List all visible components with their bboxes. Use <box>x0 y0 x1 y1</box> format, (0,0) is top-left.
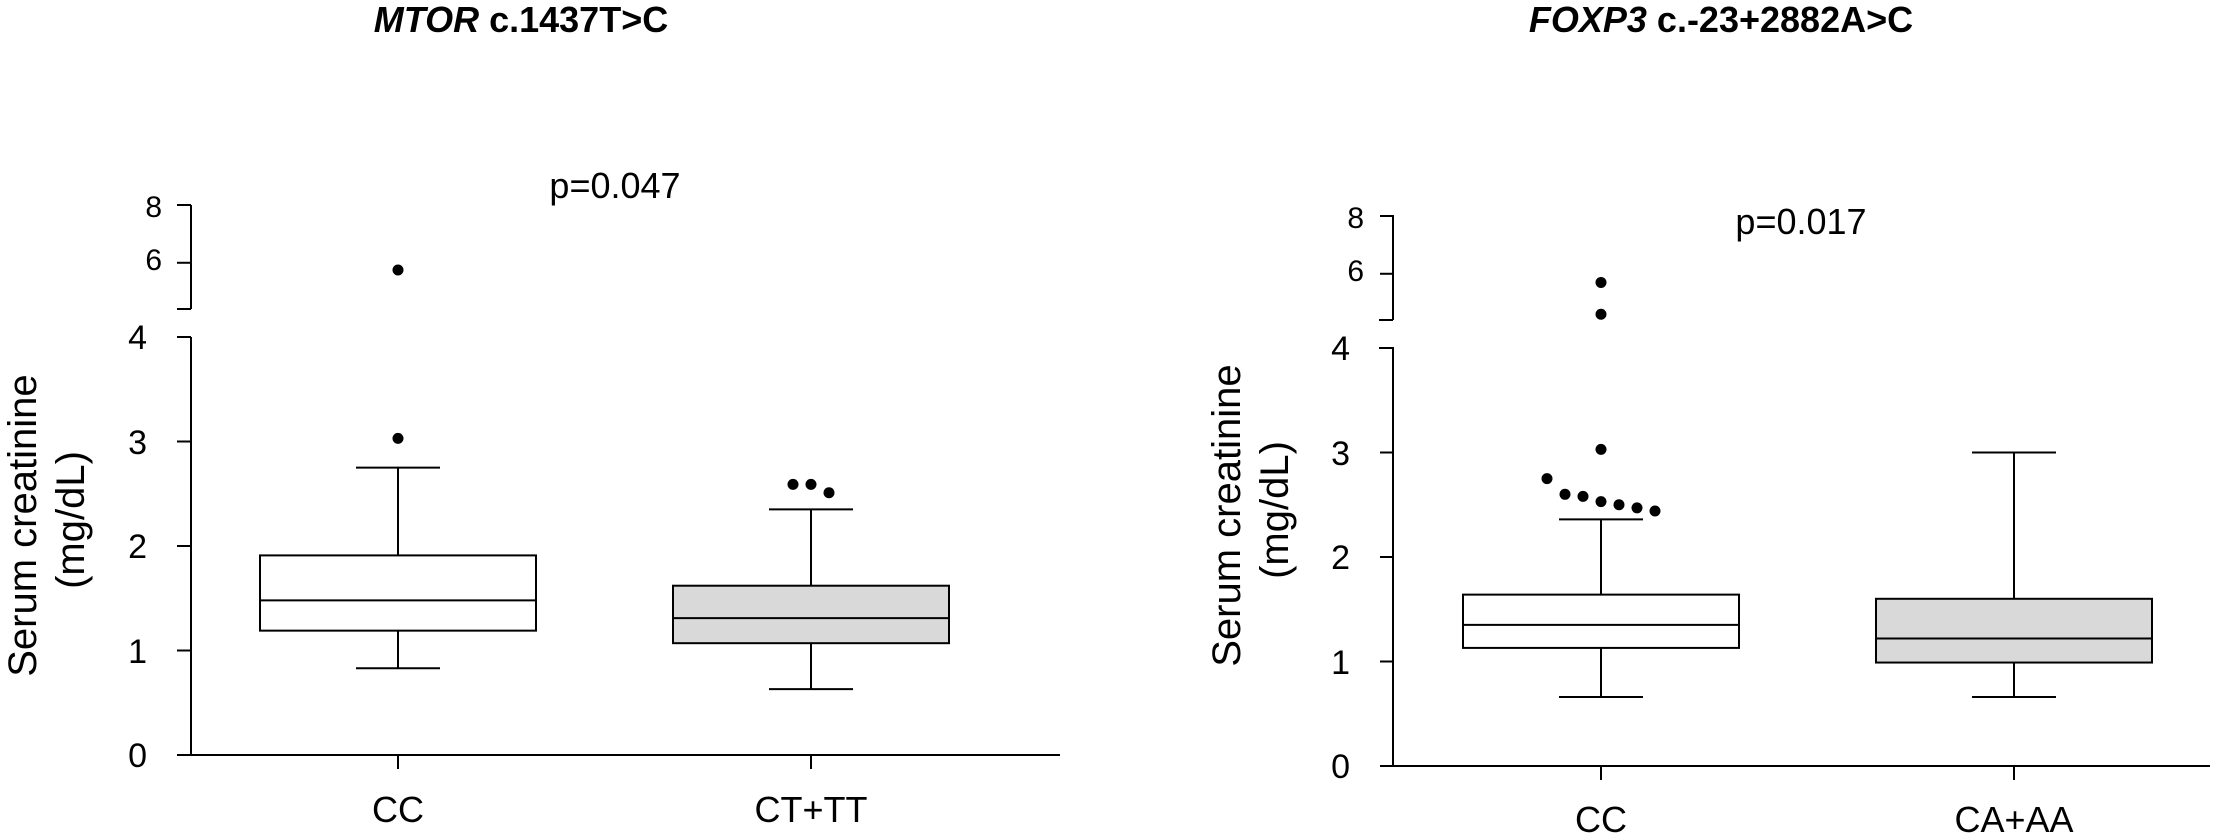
y-axis-label-line2: (mg/dL) <box>49 451 93 589</box>
box-cc <box>1462 276 1740 699</box>
x-tick-label: CC <box>372 789 424 830</box>
title-variant: c.1437T>C <box>479 0 668 40</box>
title-gene: MTOR <box>374 0 479 40</box>
outlier-point <box>1649 505 1661 517</box>
y-tick-label: 4 <box>1331 330 1350 368</box>
box-ca-aa <box>1875 451 2153 699</box>
y-tick-label: 4 <box>128 319 147 357</box>
outlier-point <box>1613 499 1625 511</box>
box-ct-tt <box>672 478 950 691</box>
outlier-point <box>1559 488 1571 500</box>
y-tick-label: 3 <box>1331 435 1350 473</box>
y-axis-label-line1: Serum creatinine <box>1205 364 1249 666</box>
outlier-point <box>1541 473 1553 485</box>
boxes <box>177 204 950 769</box>
y-tick-label: 0 <box>128 737 147 775</box>
chart-title: MTOR c.1437T>C <box>374 0 668 40</box>
y-tick-label: 1 <box>128 633 147 671</box>
outlier-point <box>823 487 835 499</box>
y-tick-label: 6 <box>1347 255 1364 288</box>
y-tick-label: 2 <box>128 528 147 566</box>
p-value-annotation: p=0.017 <box>1735 201 1866 242</box>
x-tick-label: CT+TT <box>755 789 868 830</box>
p-value-annotation: p=0.047 <box>549 165 680 206</box>
title-variant: c.-23+2882A>C <box>1647 0 1913 40</box>
title-gene: FOXP3 <box>1529 0 1647 40</box>
box-cc <box>259 264 537 670</box>
iqr-box <box>259 554 537 632</box>
x-tick-labels: CC CT+TT <box>372 789 868 830</box>
y-tick-label: 8 <box>145 191 162 224</box>
y-tick-label: 3 <box>128 424 147 462</box>
y-axis <box>1379 216 1394 766</box>
outlier-point <box>1595 276 1607 288</box>
y-tick-label: 8 <box>1347 202 1364 235</box>
x-tick-label: CA+AA <box>1954 799 2073 837</box>
y-axis <box>177 205 192 755</box>
outlier-point <box>392 432 404 444</box>
y-axis-label: Serum creatinine (mg/dL) <box>1 363 93 677</box>
y-axis-label-line2: (mg/dL) <box>1253 441 1297 579</box>
outlier-point <box>1577 490 1589 502</box>
iqr-box <box>672 584 950 645</box>
chart-title: FOXP3 c.-23+2882A>C <box>1529 0 1913 40</box>
outlier-point <box>392 264 404 276</box>
x-tick-labels: CC CA+AA <box>1575 799 2074 837</box>
outlier-point <box>1631 502 1643 514</box>
y-tick-label: 0 <box>1331 748 1350 786</box>
chart-panel-foxp3: FOXP3 c.-23+2882A>C p=0.017 Serum creati… <box>1205 0 2210 837</box>
y-tick-label: 2 <box>1331 539 1350 577</box>
y-axis-label-line1: Serum creatinine <box>1 374 45 676</box>
y-tick-label: 6 <box>145 244 162 277</box>
y-tick-labels: 0 1 2 3 4 6 8 <box>128 191 162 775</box>
x-tick-label: CC <box>1575 799 1627 837</box>
y-tick-labels: 0 1 2 3 4 6 8 <box>1331 202 1364 786</box>
outlier-point <box>1595 443 1607 455</box>
chart-panel-mtor: MTOR c.1437T>C p=0.047 Serum creatinine … <box>1 0 1060 830</box>
y-tick-label: 1 <box>1331 644 1350 682</box>
outlier-point <box>787 478 799 490</box>
boxes <box>1380 215 2153 780</box>
iqr-box <box>1462 593 1740 649</box>
outlier-point <box>1595 496 1607 508</box>
iqr-box <box>1875 597 2153 664</box>
y-axis-label: Serum creatinine (mg/dL) <box>1205 353 1297 667</box>
outlier-point <box>1595 308 1607 320</box>
outlier-point <box>805 478 817 490</box>
